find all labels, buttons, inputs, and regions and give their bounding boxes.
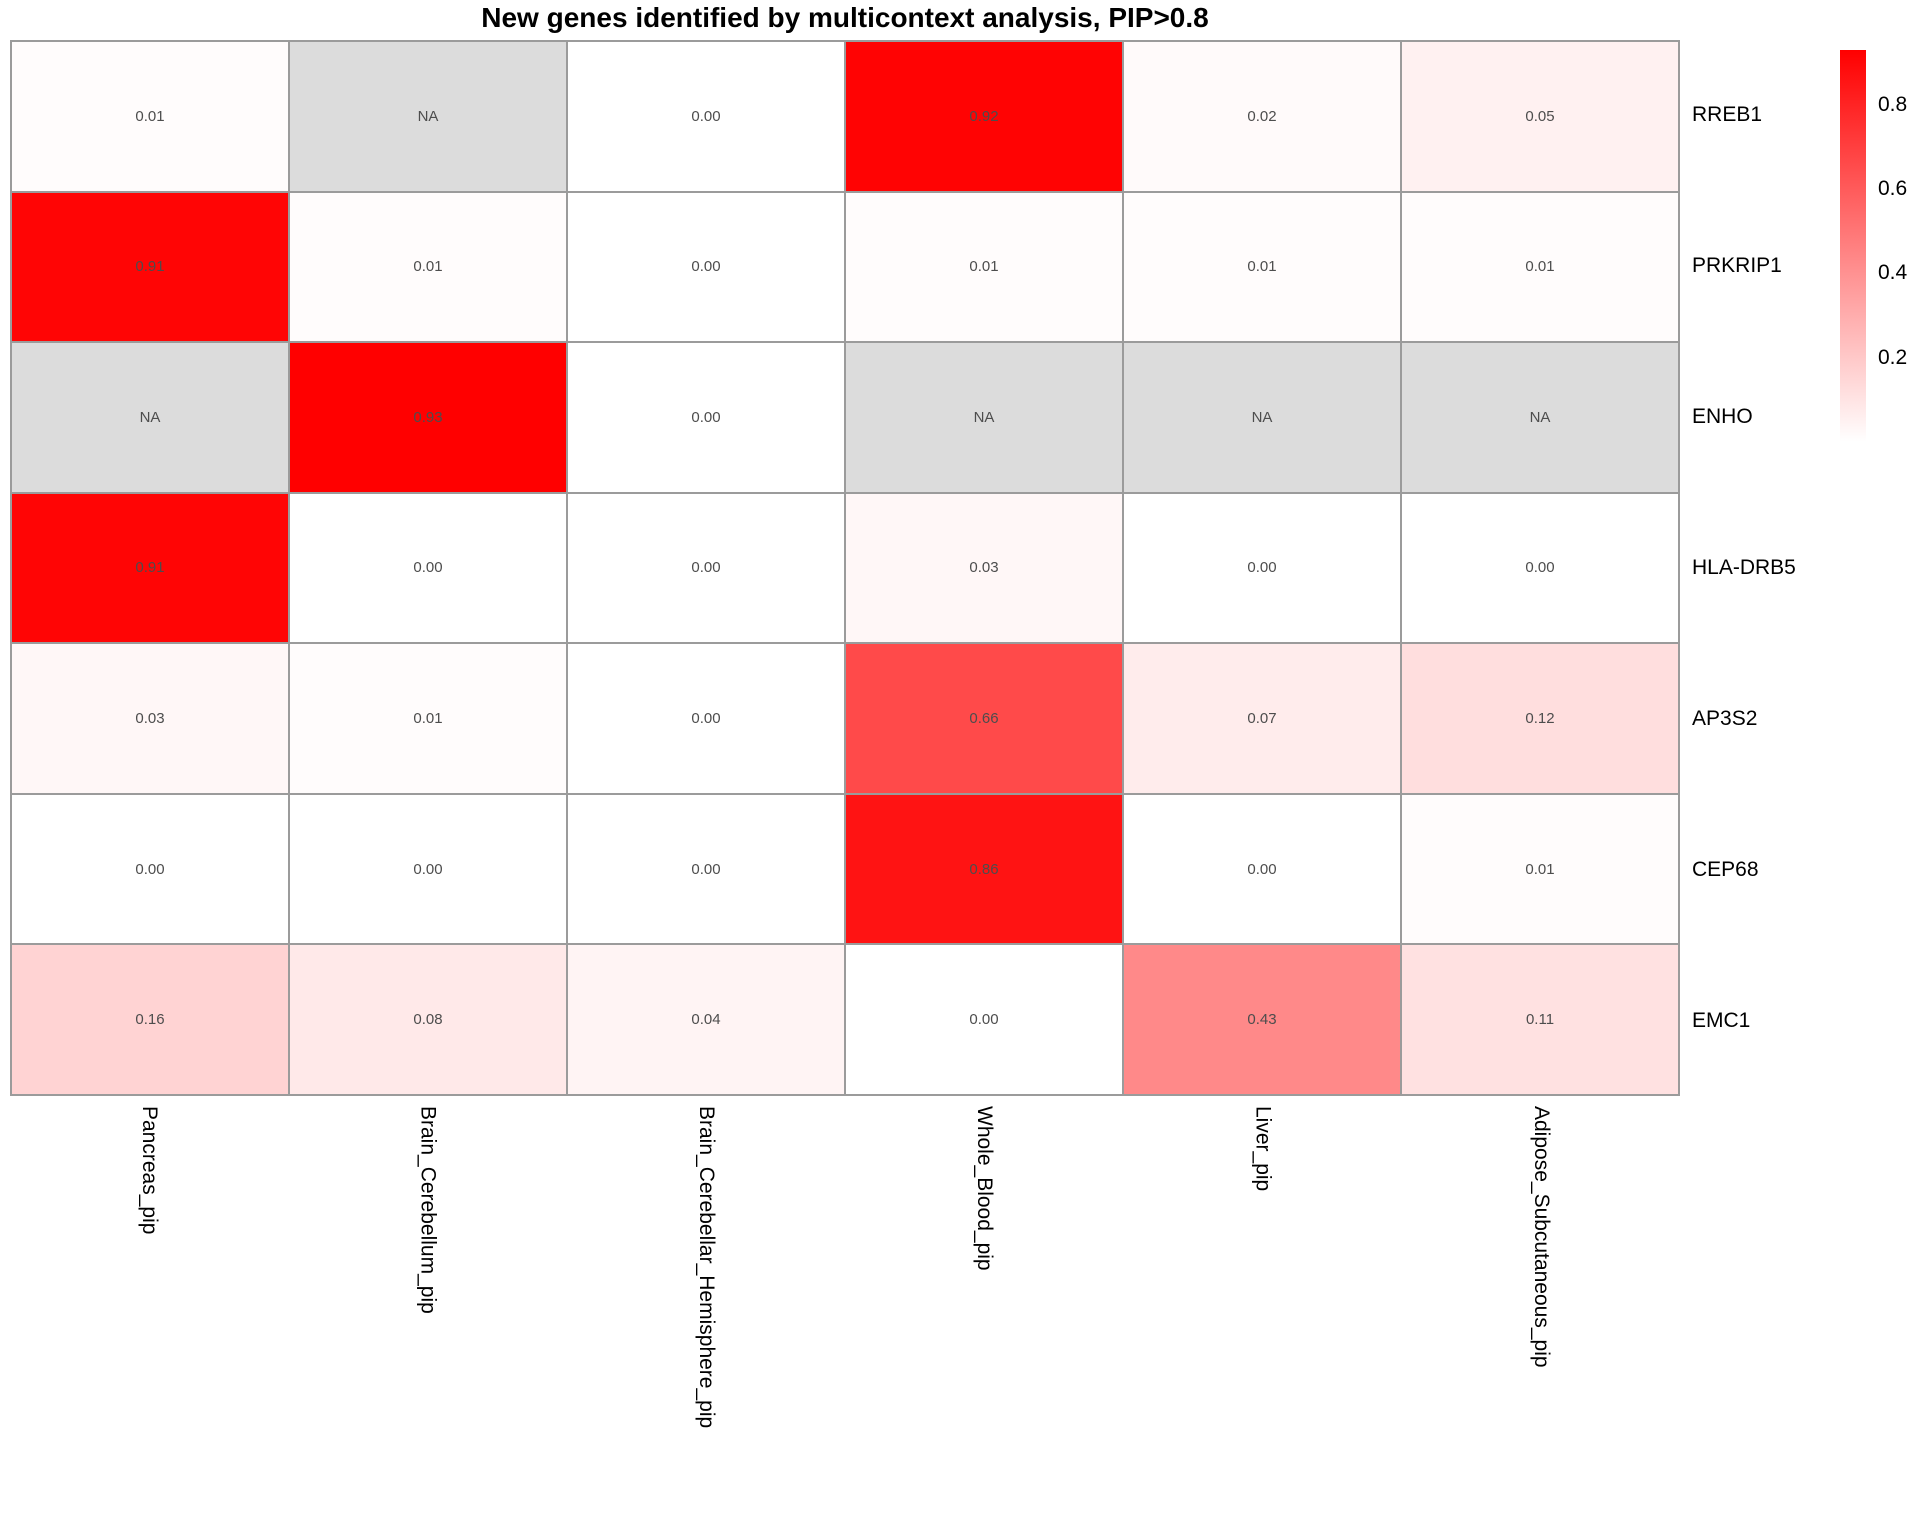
col-labels: Pancreas_pip Brain_Cerebellum_pip Brain_Ce… [10,1106,1680,1536]
heatmap-cell: NA [12,343,288,492]
heatmap-cell: NA [1124,343,1400,492]
legend-tick-label: 0.4 [1878,261,1908,285]
heatmap-cell: 0.00 [568,493,844,643]
heatmap-cell: 0.00 [1124,794,1400,944]
legend-tick-label: 0.2 [1878,345,1908,369]
heatmap-cell: 0.00 [568,42,844,191]
legend-gradient-bar [1840,50,1866,442]
heatmap-cell: 0.04 [568,945,844,1094]
heatmap-cell: NA [290,42,566,191]
row-label: PRKRIP1 [1692,254,1782,278]
heatmap-cell: 0.01 [846,192,1122,342]
heatmap-cell: 0.11 [1402,945,1678,1094]
row-label: EMC1 [1692,1008,1751,1032]
col-label-slot: Pancreas_pip [10,1106,288,1536]
heatmap-cell: 0.01 [12,42,288,191]
heatmap-cell: 0.16 [12,945,288,1094]
col-label: Brain_Cerebellum_pip [416,1106,440,1314]
legend-tick-label: 0.6 [1878,177,1908,201]
heatmap-cell: 0.92 [846,42,1122,191]
col-label: Brain_Cerebellar_Hemisphere_pip [694,1106,718,1429]
chart-title: New genes identified by multicontext ana… [481,2,1209,33]
heatmap-cell: 0.00 [568,343,844,492]
heatmap-cell: 0.00 [568,644,844,793]
heatmap-cell: 0.00 [568,192,844,342]
col-label-slot: Adipose_Subcutaneous_pip [1402,1106,1680,1536]
heatmap-cell: NA [1402,343,1678,492]
heatmap-cell: 0.03 [12,644,288,793]
heatmap-cell: 0.07 [1124,644,1400,793]
heatmap-cell: 0.91 [12,493,288,643]
row-label: CEP68 [1692,857,1759,881]
heatmap-cell: 0.00 [1124,493,1400,643]
row-labels: RREB1 PRKRIP1 ENHO HLA-DRB5 AP3S2 CEP68 EMC1 [1692,40,1892,1096]
heatmap-grid: 0.01 NA 0.00 0.92 0.02 0.05 0.91 0.01 0.00 0.01 0.… [10,40,1680,1096]
heatmap-cell: 0.01 [290,192,566,342]
heatmap-cell: 0.43 [1124,945,1400,1094]
heatmap-cell: 0.01 [290,644,566,793]
heatmap-cell: NA [846,343,1122,492]
heatmap-cell: 0.00 [12,794,288,944]
row-label: ENHO [1692,405,1753,429]
heatmap-cell: 0.12 [1402,644,1678,793]
col-label-slot: Brain_Cerebellar_Hemisphere_pip [567,1106,845,1536]
heatmap-cell: 0.00 [846,945,1122,1094]
row-label: AP3S2 [1692,706,1758,730]
legend-tick-label: 0.8 [1878,92,1908,116]
heatmap-cell: 0.00 [290,794,566,944]
heatmap-cell: 0.05 [1402,42,1678,191]
heatmap-cell: 0.93 [290,343,566,492]
col-label: Liver_pip [1251,1106,1275,1192]
heatmap-cell: 0.00 [1402,493,1678,643]
heatmap-cell: 0.00 [568,794,844,944]
heatmap-cell: 0.01 [1124,192,1400,342]
heatmap-cell: 0.86 [846,794,1122,944]
heatmap-cell: 0.01 [1402,192,1678,342]
col-label-slot: Whole_Blood_pip [845,1106,1123,1536]
heatmap-cell: 0.00 [290,493,566,643]
heatmap-cell: 0.03 [846,493,1122,643]
row-label: HLA-DRB5 [1692,556,1796,579]
col-label-slot: Brain_Cerebellum_pip [288,1106,566,1536]
col-label: Adipose_Subcutaneous_pip [1529,1106,1553,1368]
col-label-slot: Liver_pip [1123,1106,1401,1536]
heatmap-cell: 0.66 [846,644,1122,793]
heatmap-cell: 0.02 [1124,42,1400,191]
heatmap-cell: 0.08 [290,945,566,1094]
col-label: Pancreas_pip [138,1106,162,1235]
heatmap-cell: 0.91 [12,192,288,342]
heatmap-cell: 0.01 [1402,794,1678,944]
col-label: Whole_Blood_pip [973,1106,997,1271]
row-label: RREB1 [1692,103,1763,127]
